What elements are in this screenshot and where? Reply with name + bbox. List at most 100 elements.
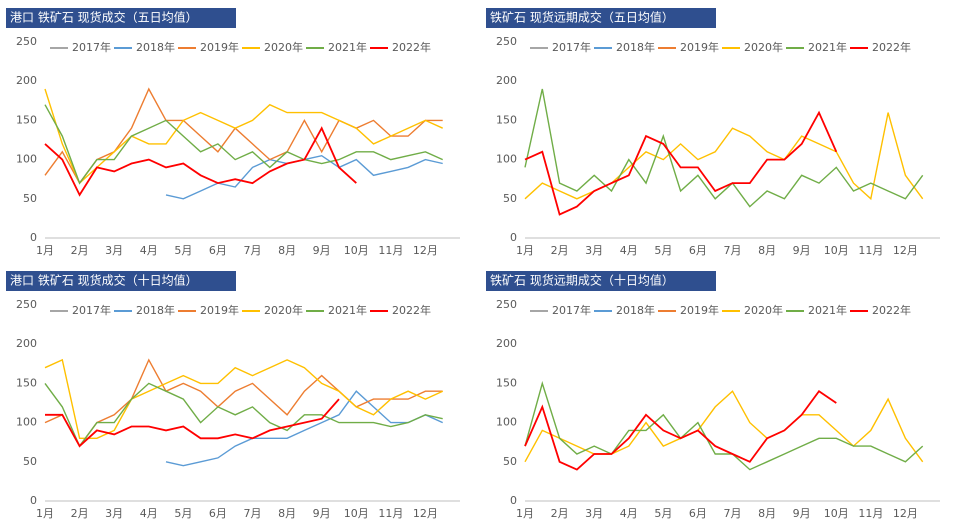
- y-tick-label: 150: [16, 376, 37, 389]
- x-tick-label: 1月: [36, 244, 54, 257]
- chart-title: 港口 铁矿石 现货成交（十日均值）: [10, 273, 198, 288]
- x-tick-label: 1月: [516, 507, 534, 520]
- legend-label: 2018年: [136, 40, 175, 54]
- series-line: [165, 154, 443, 200]
- x-tick-label: 3月: [105, 507, 123, 520]
- x-tick-label: 12月: [893, 507, 918, 520]
- x-tick-label: 9月: [313, 244, 331, 257]
- x-tick-label: 4月: [140, 244, 158, 257]
- y-tick-label: 250: [16, 298, 37, 311]
- x-tick-label: 1月: [516, 244, 534, 257]
- x-tick-label: 2月: [551, 244, 569, 257]
- x-tick-label: 8月: [278, 244, 296, 257]
- chart-title: 铁矿石 现货远期成交（五日均值）: [490, 10, 674, 25]
- x-tick-label: 10月: [824, 244, 849, 257]
- x-tick-label: 4月: [620, 507, 638, 520]
- legend-label: 2017年: [552, 303, 591, 317]
- legend-label: 2022年: [392, 303, 431, 317]
- y-tick-label: 100: [16, 153, 37, 166]
- legend-label: 2021年: [808, 303, 847, 317]
- legend-label: 2022年: [392, 40, 431, 54]
- y-tick-label: 100: [496, 416, 517, 429]
- y-tick-label: 200: [496, 74, 517, 87]
- x-tick-label: 4月: [620, 244, 638, 257]
- x-tick-label: 11月: [378, 507, 403, 520]
- x-tick-label: 3月: [585, 507, 603, 520]
- legend-label: 2021年: [328, 40, 367, 54]
- y-tick-label: 100: [496, 153, 517, 166]
- legend-label: 2019年: [200, 40, 239, 54]
- chart: 铁矿石 现货远期成交（五日均值） 0 50 100 150 200 250 1月 2月 3月 4月 5…: [486, 8, 940, 257]
- legend-label: 2021年: [328, 303, 367, 317]
- x-tick-label: 11月: [858, 244, 883, 257]
- x-tick-label: 6月: [689, 244, 707, 257]
- legend-label: 2018年: [616, 40, 655, 54]
- series-line: [524, 380, 924, 471]
- y-tick-label: 250: [496, 35, 517, 48]
- x-tick-label: 6月: [689, 507, 707, 520]
- series-line: [524, 110, 838, 216]
- x-tick-label: 9月: [793, 507, 811, 520]
- y-tick-label: 150: [16, 113, 37, 126]
- x-tick-label: 8月: [758, 507, 776, 520]
- series-line: [44, 358, 443, 448]
- x-tick-label: 9月: [793, 244, 811, 257]
- series-line: [44, 87, 443, 185]
- series-line: [44, 88, 443, 185]
- x-tick-label: 5月: [174, 507, 192, 520]
- x-tick-label: 5月: [654, 244, 672, 257]
- series-line: [44, 104, 443, 185]
- legend-label: 2022年: [872, 40, 911, 54]
- x-tick-label: 5月: [174, 244, 192, 257]
- x-tick-label: 4月: [140, 507, 158, 520]
- legend-label: 2017年: [552, 40, 591, 54]
- y-tick-label: 50: [23, 192, 37, 205]
- series-line: [44, 382, 443, 448]
- x-tick-label: 11月: [378, 244, 403, 257]
- legend-label: 2019年: [680, 303, 719, 317]
- x-tick-label: 10月: [824, 507, 849, 520]
- y-tick-label: 250: [496, 298, 517, 311]
- title-bar: [6, 271, 236, 291]
- chart: 港口 铁矿石 现货成交（五日均值） 0 50 100 150 200 250 1月 2月 3月 4月…: [6, 8, 460, 257]
- title-bar: [6, 8, 236, 28]
- x-tick-label: 3月: [585, 244, 603, 257]
- x-tick-label: 7月: [244, 507, 262, 520]
- series-line: [165, 390, 443, 467]
- y-tick-label: 200: [16, 74, 37, 87]
- x-tick-label: 12月: [413, 507, 438, 520]
- y-tick-label: 150: [496, 113, 517, 126]
- legend-label: 2021年: [808, 40, 847, 54]
- chart: 铁矿石 现货远期成交（十日均值） 0 50 100 150 200 250 1月 2月 3月 4月 5…: [486, 271, 940, 520]
- legend-label: 2020年: [744, 40, 783, 54]
- x-tick-label: 8月: [278, 507, 296, 520]
- y-tick-label: 0: [510, 494, 517, 507]
- legend-label: 2018年: [136, 303, 175, 317]
- x-tick-label: 6月: [209, 507, 227, 520]
- y-tick-label: 0: [510, 231, 517, 244]
- legend-label: 2020年: [744, 303, 783, 317]
- x-tick-label: 1月: [36, 507, 54, 520]
- y-tick-label: 50: [503, 192, 517, 205]
- x-tick-label: 6月: [209, 244, 227, 257]
- y-tick-label: 0: [30, 494, 37, 507]
- x-tick-label: 3月: [105, 244, 123, 257]
- y-tick-label: 150: [496, 376, 517, 389]
- x-tick-label: 10月: [344, 244, 369, 257]
- chart-title: 铁矿石 现货远期成交（十日均值）: [490, 273, 674, 288]
- series-line: [524, 112, 924, 201]
- legend-label: 2017年: [72, 303, 111, 317]
- x-tick-label: 12月: [893, 244, 918, 257]
- x-tick-label: 8月: [758, 244, 776, 257]
- y-tick-label: 250: [16, 35, 37, 48]
- title-bar: [486, 8, 716, 28]
- legend-label: 2019年: [200, 303, 239, 317]
- chart-title: 港口 铁矿石 现货成交（五日均值）: [10, 10, 198, 25]
- x-tick-label: 7月: [244, 244, 262, 257]
- chart: 港口 铁矿石 现货成交（十日均值） 0 50 100 150 200 250 1月 2月 3月 4月…: [6, 271, 460, 520]
- x-tick-label: 9月: [313, 507, 331, 520]
- series-line: [44, 358, 443, 439]
- y-tick-label: 100: [16, 416, 37, 429]
- legend-label: 2019年: [680, 40, 719, 54]
- title-bar: [486, 271, 716, 291]
